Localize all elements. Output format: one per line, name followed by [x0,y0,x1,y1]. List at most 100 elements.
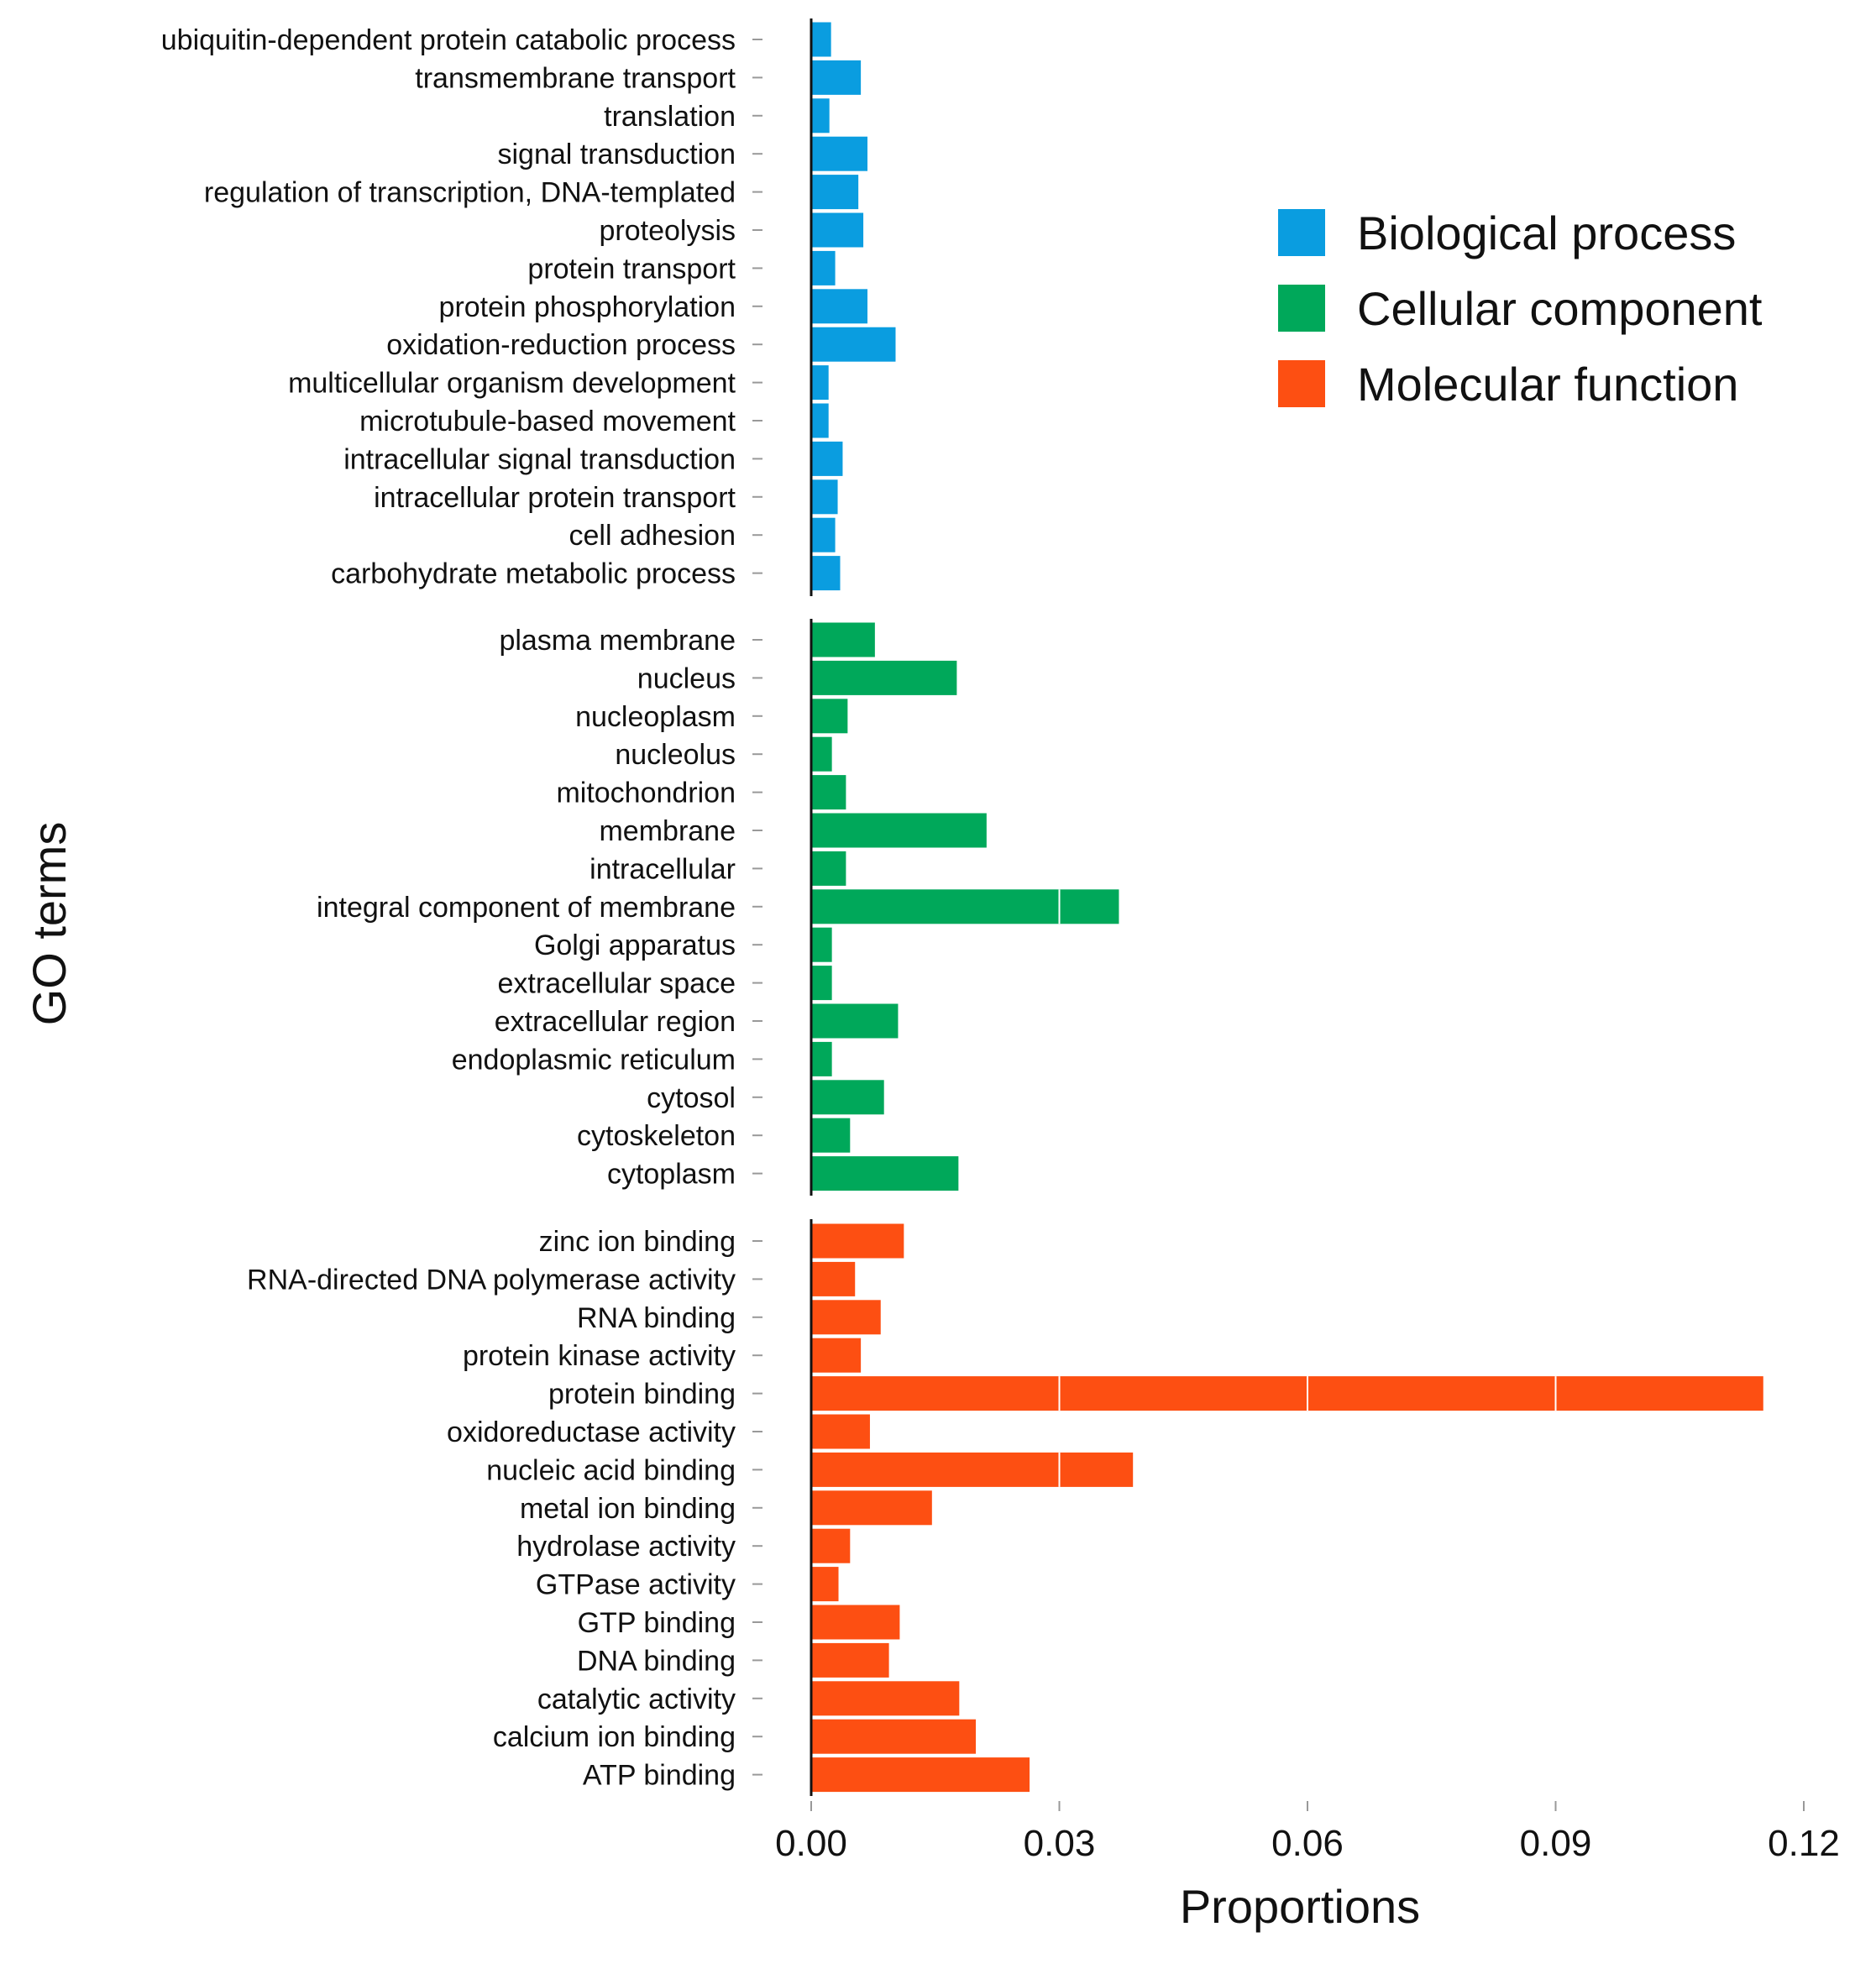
category-label-cellular-component-3: nucleolus [615,739,736,771]
category-label-biological-process-12: intracellular protein transport [374,482,736,514]
category-label-molecular-function-13: calcium ion binding [493,1721,736,1753]
bar-biological-process-5 [812,212,864,248]
bar-molecular-function-12 [812,1681,960,1716]
x-tick-label-0: 0.00 [775,1823,847,1864]
bar-cellular-component-3 [812,736,832,772]
category-label-cellular-component-1: nucleus [637,662,736,694]
x-axis-ticks: 0.00 0.03 0.06 0.09 0.12 [752,39,1840,1864]
bar-cellular-component-4 [812,775,846,810]
y-axis-title: GO terms [23,822,76,1026]
bar-biological-process-8 [812,327,896,362]
category-label-cellular-component-7: integral component of membrane [317,892,736,924]
bar-biological-process-10 [812,403,829,438]
category-label-biological-process-8: oxidation-reduction process [386,329,736,361]
category-label-molecular-function-4: protein binding [548,1379,736,1411]
x-axis-title: Proportions [1180,1880,1420,1933]
bar-biological-process-0 [812,22,831,57]
category-label-cellular-component-0: plasma membrane [499,625,736,657]
bar-molecular-function-0 [812,1223,904,1259]
category-label-cellular-component-2: nucleoplasm [575,701,736,733]
bar-molecular-function-9 [812,1567,839,1602]
bar-cellular-component-6 [812,851,846,886]
x-tick-label-4: 0.12 [1768,1823,1840,1864]
category-label-molecular-function-14: ATP binding [583,1760,736,1792]
bar-biological-process-9 [812,365,829,401]
bar-cellular-component-10 [812,1003,899,1039]
bar-biological-process-1 [812,60,862,95]
category-label-biological-process-11: intracellular signal transduction [343,443,736,475]
category-label-molecular-function-2: RNA binding [577,1302,736,1334]
category-label-molecular-function-1: RNA-directed DNA polymerase activity [247,1264,736,1296]
category-label-biological-process-3: signal transduction [497,139,736,170]
bar-cellular-component-13 [812,1118,851,1153]
bar-cellular-component-11 [812,1041,832,1076]
legend-swatch-biological-process [1278,209,1325,256]
legend-label-cellular-component: Cellular component [1357,282,1763,335]
category-label-molecular-function-6: nucleic acid binding [486,1454,736,1486]
bar-molecular-function-7 [812,1490,932,1526]
category-label-molecular-function-11: DNA binding [577,1645,736,1677]
bar-biological-process-11 [812,441,843,476]
category-label-biological-process-10: microtubule-based movement [359,406,736,437]
legend-label-molecular-function: Molecular function [1357,358,1738,411]
category-label-molecular-function-7: metal ion binding [520,1493,736,1525]
bar-cellular-component-1 [812,660,957,695]
bar-cellular-component-14 [812,1156,959,1191]
bar-biological-process-2 [812,98,830,134]
bar-molecular-function-6 [812,1452,1134,1487]
category-label-biological-process-4: regulation of transcription, DNA-templat… [204,177,736,209]
legend-label-biological-process: Biological process [1357,207,1736,259]
legend-swatch-molecular-function [1278,360,1325,407]
category-label-cellular-component-10: extracellular region [495,1006,736,1038]
category-label-biological-process-13: cell adhesion [569,520,736,552]
bar-divider-lines [1058,889,1557,1487]
category-labels: ubiquitin-dependent protein catabolic pr… [161,24,736,1792]
category-label-biological-process-1: transmembrane transport [415,62,736,94]
category-label-biological-process-14: carbohydrate metabolic process [331,558,736,590]
bar-cellular-component-2 [812,699,848,734]
bar-biological-process-6 [812,250,836,285]
category-label-molecular-function-10: GTP binding [578,1607,736,1639]
bar-biological-process-4 [812,175,859,210]
bar-molecular-function-4 [812,1376,1763,1411]
bar-molecular-function-1 [812,1261,856,1296]
bar-biological-process-3 [812,136,867,171]
category-label-molecular-function-5: oxidoreductase activity [447,1416,736,1448]
bar-molecular-function-2 [812,1300,881,1335]
category-label-cellular-component-11: endoplasmic reticulum [452,1044,736,1076]
bar-cellular-component-7 [812,889,1119,924]
category-label-cellular-component-14: cytoplasm [607,1159,736,1191]
category-label-molecular-function-12: catalytic activity [537,1683,736,1715]
category-label-molecular-function-3: protein kinase activity [463,1340,736,1372]
bar-cellular-component-5 [812,813,987,848]
x-tick-label-3: 0.09 [1520,1823,1592,1864]
bar-molecular-function-10 [812,1605,900,1640]
x-tick-label-1: 0.03 [1024,1823,1096,1864]
category-label-molecular-function-0: zinc ion binding [539,1226,736,1258]
bar-molecular-function-13 [812,1719,977,1754]
category-label-molecular-function-8: hydrolase activity [516,1531,736,1563]
bar-biological-process-13 [812,517,836,552]
category-label-biological-process-5: proteolysis [599,215,736,247]
category-label-cellular-component-13: cytoskeleton [577,1120,736,1152]
category-label-biological-process-6: protein transport [527,253,736,285]
legend-swatch-cellular-component [1278,285,1325,332]
bar-molecular-function-3 [812,1338,862,1373]
bar-biological-process-12 [812,479,838,515]
bar-molecular-function-14 [812,1757,1030,1793]
category-label-cellular-component-12: cytosol [647,1082,736,1114]
category-label-cellular-component-6: intracellular [590,853,736,885]
bar-molecular-function-11 [812,1642,889,1678]
bar-molecular-function-5 [812,1414,870,1449]
category-label-molecular-function-9: GTPase activity [536,1569,736,1601]
bar-cellular-component-0 [812,622,875,657]
category-label-biological-process-7: protein phosphorylation [439,291,736,323]
category-label-biological-process-0: ubiquitin-dependent protein catabolic pr… [161,24,736,56]
bar-cellular-component-9 [812,966,832,1001]
category-label-cellular-component-9: extracellular space [498,968,736,1000]
bar-biological-process-14 [812,556,841,591]
category-label-cellular-component-4: mitochondrion [556,778,736,809]
bar-cellular-component-12 [812,1080,884,1115]
category-label-cellular-component-5: membrane [599,815,736,847]
